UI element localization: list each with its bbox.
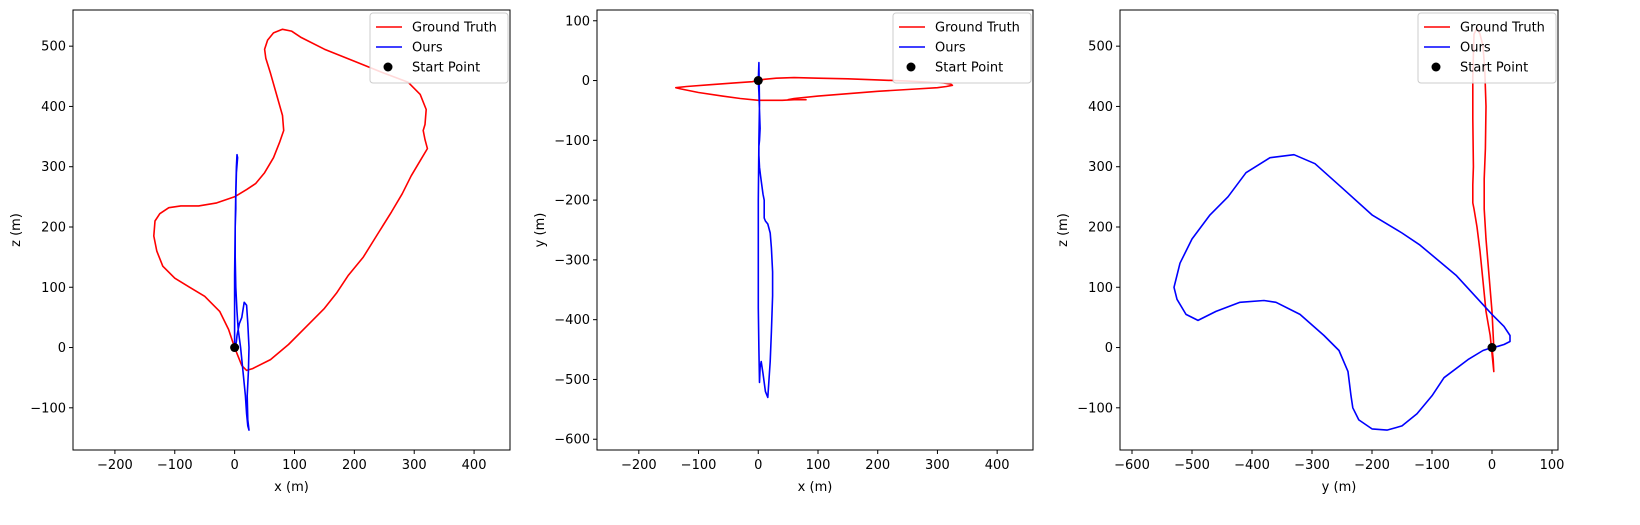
y-tick-label: −200 (554, 194, 590, 209)
x-tick-label: −200 (1354, 458, 1390, 473)
legend-swatch-start-point (1431, 62, 1441, 72)
y-axis-label: z (m) (9, 213, 24, 247)
legend-box (369, 12, 509, 84)
x-tick-label: 0 (1488, 458, 1496, 473)
y-tick-label: −100 (30, 401, 66, 416)
x-tick-label: 0 (230, 458, 238, 473)
start-point-marker (230, 343, 240, 353)
series-line-ours (1173, 153, 1511, 431)
x-tick-label: −100 (157, 458, 193, 473)
x-tick-label: −600 (1114, 458, 1150, 473)
y-tick-label: −400 (554, 313, 590, 328)
series-line-ours (233, 153, 250, 431)
series-line-ours (757, 61, 774, 399)
y-tick-label: −600 (554, 433, 590, 448)
x-tick-label: −400 (1234, 458, 1270, 473)
legend-label: Ours (935, 41, 966, 56)
x-tick-label: 100 (1540, 458, 1565, 473)
y-tick-label: 0 (582, 74, 590, 89)
y-tick-label: 200 (41, 220, 66, 235)
y-tick-label: 0 (1105, 341, 1113, 356)
y-tick-label: 100 (41, 281, 66, 296)
x-tick-label: −200 (621, 458, 657, 473)
y-tick-label: 500 (41, 40, 66, 55)
y-tick-label: 500 (1088, 40, 1113, 55)
chart-panel-2: −200 −100 0 100 200 300 400 −600 −500 −400 −300 −20… (533, 9, 1034, 495)
y-tick-label: 0 (58, 341, 66, 356)
x-tick-label: 0 (754, 458, 762, 473)
y-tick-label: 300 (1088, 160, 1113, 175)
start-point-marker (753, 76, 763, 86)
y-tick-label: −300 (554, 253, 590, 268)
legend-label: Start Point (1460, 61, 1528, 76)
chart-panel-3: −600 −500 −400 −300 −200 −100 0 100 −100 0 100 200 3… (1056, 9, 1565, 495)
x-tick-label: −300 (1294, 458, 1330, 473)
y-tick-label: −100 (1077, 401, 1113, 416)
legend-swatch-start-point (906, 62, 916, 72)
plot-frame (1119, 9, 1559, 451)
legend: Ground Truth Ours Start Point (1417, 12, 1557, 84)
legend: Ground Truth Ours Start Point (892, 12, 1032, 84)
x-tick-label: 100 (282, 458, 307, 473)
y-tick-label: 100 (1088, 281, 1113, 296)
y-axis-label: z (m) (1056, 213, 1071, 247)
y-tick-label: −500 (554, 373, 590, 388)
start-point-marker (1487, 343, 1497, 353)
x-axis-label: x (m) (798, 480, 833, 495)
y-tick-label: 300 (41, 160, 66, 175)
x-tick-label: −100 (1414, 458, 1450, 473)
y-tick-label: −100 (554, 134, 590, 149)
x-tick-label: 200 (865, 458, 890, 473)
series-line-ground-truth (674, 76, 954, 102)
y-axis-label: y (m) (533, 213, 548, 248)
legend-label: Ground Truth (935, 21, 1020, 36)
x-tick-label: 200 (342, 458, 367, 473)
legend-label: Ours (412, 41, 443, 56)
legend-label: Ground Truth (1460, 21, 1545, 36)
x-tick-label: −200 (97, 458, 133, 473)
series-line-ground-truth (153, 28, 429, 372)
legend-swatch-start-point (383, 62, 393, 72)
plot-frame (596, 9, 1034, 451)
plot-frame (72, 9, 511, 451)
x-tick-label: 400 (462, 458, 487, 473)
x-tick-label: −500 (1174, 458, 1210, 473)
y-tick-label: 400 (41, 100, 66, 115)
legend-label: Ours (1460, 41, 1491, 56)
legend-label: Start Point (412, 61, 480, 76)
chart-panel-1: −200 −100 0 100 200 300 400 −100 0 100 200 300 400 50… (9, 9, 511, 495)
x-tick-label: 300 (402, 458, 427, 473)
x-tick-label: 100 (806, 458, 831, 473)
x-tick-label: −100 (681, 458, 717, 473)
y-tick-label: 100 (565, 14, 590, 29)
x-axis-label: y (m) (1322, 480, 1357, 495)
x-tick-label: 400 (985, 458, 1010, 473)
legend: Ground Truth Ours Start Point (369, 12, 509, 84)
x-axis-label: x (m) (274, 480, 309, 495)
legend-label: Ground Truth (412, 21, 497, 36)
y-tick-label: 200 (1088, 220, 1113, 235)
legend-label: Start Point (935, 61, 1003, 76)
y-tick-label: 400 (1088, 100, 1113, 115)
legend-box (1417, 12, 1557, 84)
x-tick-label: 300 (925, 458, 950, 473)
legend-box (892, 12, 1032, 84)
